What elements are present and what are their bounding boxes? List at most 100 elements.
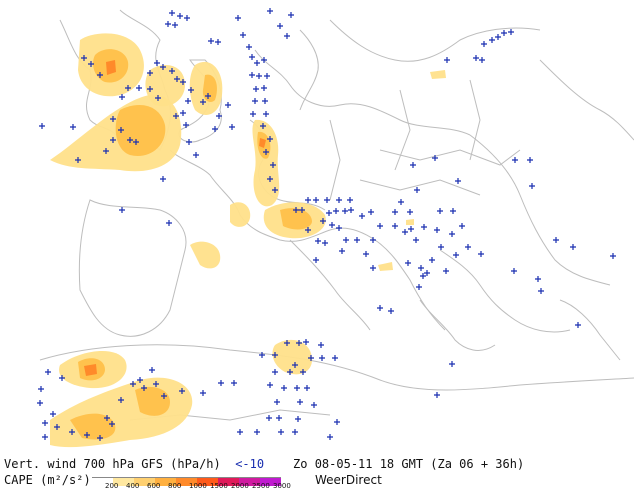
wind-marker xyxy=(529,183,535,189)
wind-marker xyxy=(272,187,278,193)
wind-marker xyxy=(553,237,559,243)
wind-marker xyxy=(304,385,310,391)
wind-marker xyxy=(421,224,427,230)
wind-marker xyxy=(473,55,479,61)
legend-tick-label: 400 xyxy=(126,482,140,490)
wind-marker xyxy=(348,207,354,213)
wind-marker xyxy=(75,157,81,163)
wind-marker xyxy=(336,197,342,203)
wind-marker xyxy=(169,10,175,16)
wind-marker xyxy=(377,305,383,311)
wind-marker xyxy=(429,257,435,263)
wind-marker xyxy=(70,124,76,130)
wind-marker xyxy=(293,207,299,213)
wind-marker xyxy=(538,288,544,294)
wind-marker xyxy=(287,369,293,375)
wind-marker xyxy=(253,86,259,92)
wind-marker xyxy=(511,268,517,274)
wind-marker xyxy=(84,432,90,438)
wind-marker xyxy=(332,355,338,361)
wind-marker xyxy=(267,176,273,182)
wind-marker xyxy=(69,429,75,435)
wind-marker xyxy=(200,390,206,396)
wind-marker xyxy=(246,44,252,50)
legend-tick-label: 600 xyxy=(147,482,161,490)
wind-marker xyxy=(208,38,214,44)
wind-marker xyxy=(434,392,440,398)
wind-marker xyxy=(166,220,172,226)
wind-marker xyxy=(147,70,153,76)
wind-marker xyxy=(327,434,333,440)
legend-tick-label: 200 xyxy=(105,482,119,490)
wind-marker xyxy=(225,102,231,108)
wind-marker xyxy=(284,340,290,346)
wind-marker xyxy=(267,382,273,388)
wind-marker xyxy=(296,340,302,346)
weather-map xyxy=(37,8,634,448)
wind-marker xyxy=(179,388,185,394)
wind-marker xyxy=(110,116,116,122)
wind-marker xyxy=(465,244,471,250)
wind-marker xyxy=(453,252,459,258)
wind-marker xyxy=(308,355,314,361)
wind-marker xyxy=(342,208,348,214)
wind-marker xyxy=(424,270,430,276)
wind-marker xyxy=(136,85,142,91)
wind-marker xyxy=(368,209,374,215)
footer-line-2: CAPE (m²/s²) xyxy=(4,473,91,487)
wind-marker xyxy=(133,139,139,145)
wind-marker xyxy=(299,207,305,213)
legend-swatch xyxy=(92,477,113,486)
legend-tick-label: 2000 xyxy=(231,482,249,490)
wind-marker xyxy=(259,352,265,358)
wind-marker xyxy=(260,123,266,129)
wind-marker xyxy=(229,124,235,130)
wind-marker xyxy=(292,362,298,368)
vertical-wind-markers xyxy=(37,8,616,441)
legend-swatch xyxy=(197,477,218,486)
wind-marker xyxy=(377,223,383,229)
wind-marker xyxy=(276,415,282,421)
legend-swatch xyxy=(176,477,197,486)
wind-marker xyxy=(141,385,147,391)
wind-marker xyxy=(434,227,440,233)
wind-marker xyxy=(97,435,103,441)
wind-marker xyxy=(437,208,443,214)
wind-marker xyxy=(438,244,444,250)
wind-marker xyxy=(193,152,199,158)
wind-marker xyxy=(109,421,115,427)
wind-marker xyxy=(274,399,280,405)
wind-marker xyxy=(110,137,116,143)
wind-marker xyxy=(336,225,342,231)
wind-marker xyxy=(402,229,408,235)
wind-marker xyxy=(277,23,283,29)
wind-marker xyxy=(489,37,495,43)
wind-marker xyxy=(322,240,328,246)
legend-tick-label: 2500 xyxy=(252,482,270,490)
wind-marker xyxy=(305,227,311,233)
wind-marker xyxy=(154,60,160,66)
wind-marker xyxy=(249,54,255,60)
legend-tick-label: 1500 xyxy=(210,482,228,490)
wind-marker xyxy=(272,352,278,358)
wind-marker xyxy=(388,308,394,314)
wind-marker xyxy=(575,322,581,328)
wind-marker xyxy=(118,397,124,403)
wind-marker xyxy=(329,222,335,228)
wind-marker xyxy=(333,208,339,214)
cape-label: CAPE (m²/s²) xyxy=(4,473,91,487)
wind-marker xyxy=(414,187,420,193)
wind-marker xyxy=(478,251,484,257)
wind-marker xyxy=(177,13,183,19)
wind-marker xyxy=(270,162,276,168)
wind-marker xyxy=(527,157,533,163)
wind-marker xyxy=(215,39,221,45)
wind-marker xyxy=(354,237,360,243)
map-title: Vert. wind 700 hPa GFS (hPa/h) xyxy=(4,457,221,471)
wind-marker xyxy=(37,400,43,406)
wind-marker xyxy=(495,34,501,40)
wind-marker xyxy=(318,342,324,348)
wind-marker xyxy=(266,415,272,421)
wind-marker xyxy=(249,72,255,78)
wind-marker xyxy=(160,64,166,70)
